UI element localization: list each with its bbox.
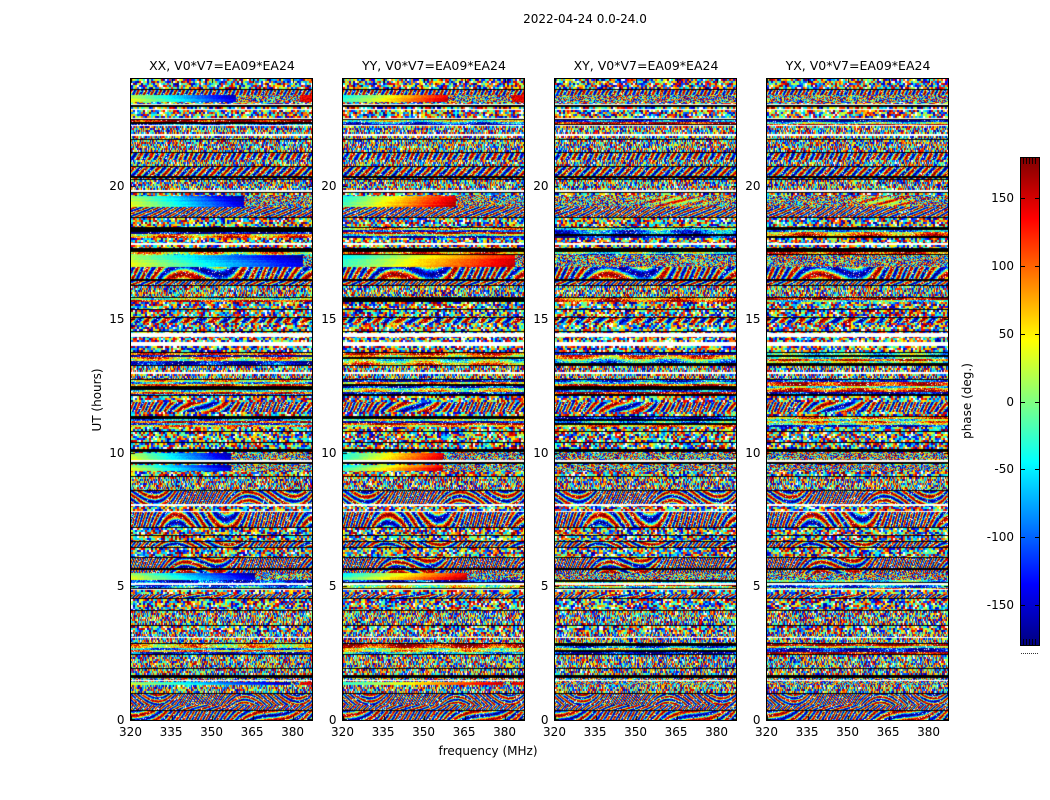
x-tick-label: 350 <box>412 725 435 739</box>
x-tick-label: 365 <box>452 725 476 739</box>
colorbar-tick-mark <box>1021 401 1025 403</box>
y-tick-label: 0 <box>328 713 337 727</box>
y-tick-label: 15 <box>745 312 761 327</box>
x-tick-label: 350 <box>200 725 223 739</box>
colorbar-tick-mark <box>1035 469 1039 471</box>
y-tick-label: 0 <box>540 713 549 727</box>
panel-title: YY, V0*V7=EA09*EA24 <box>362 58 506 73</box>
x-tick-label: 335 <box>583 725 607 739</box>
y-tick-label: 20 <box>109 178 125 193</box>
colorbar-tick-label: 100 <box>991 258 1014 273</box>
y-tick-label: 15 <box>109 312 125 327</box>
x-tick-label: 335 <box>159 725 183 739</box>
colorbar-tick-mark <box>1035 537 1039 539</box>
heatmap-canvas-YX <box>766 79 948 720</box>
y-tick-label: 20 <box>745 178 761 193</box>
x-tick-label: 380 <box>281 725 305 739</box>
panel-title: XY, V0*V7=EA09*EA24 <box>573 58 719 73</box>
heatmap-panel-YY: YY, V0*V7=EA09*EA24 <box>341 58 525 721</box>
heatmap-panel-XX: XX, V0*V7=EA09*EA24 <box>129 58 313 721</box>
colorbar-minor-ticks-top <box>1023 158 1037 164</box>
colorbar-tick-label: -50 <box>994 462 1014 477</box>
y-tick-label: 15 <box>533 312 549 327</box>
heatmap-panel-XY: XY, V0*V7=EA09*EA24 <box>553 58 737 721</box>
x-tick-label: 350 <box>624 725 647 739</box>
colorbar-minor-ticks-bottom <box>1023 639 1037 645</box>
panel-title: XX, V0*V7=EA09*EA24 <box>149 58 295 73</box>
y-tick-label: 20 <box>533 178 549 193</box>
colorbar-tick-label: 150 <box>991 190 1014 205</box>
colorbar-tick-mark <box>1035 605 1039 607</box>
colorbar-label: phase (deg.) <box>960 363 974 439</box>
panel-title: YX, V0*V7=EA09*EA24 <box>785 58 931 73</box>
colorbar-tick-mark <box>1021 537 1025 539</box>
colorbar-tick-mark <box>1035 401 1039 403</box>
y-tick-label: 10 <box>321 445 337 460</box>
x-tick-label: 365 <box>664 725 688 739</box>
y-tick-label: 0 <box>116 713 125 727</box>
colorbar-tick-mark <box>1035 197 1039 199</box>
y-tick-label: 20 <box>321 178 337 193</box>
y-axis-label: UT (hours) <box>90 368 104 432</box>
x-tick-label: 320 <box>119 725 142 739</box>
x-tick-label: 335 <box>371 725 395 739</box>
colorbar-tick-mark <box>1021 333 1025 335</box>
colorbar-tick-label: 50 <box>998 326 1014 341</box>
colorbar-tick-label: 0 <box>1006 394 1014 409</box>
y-tick-label: 10 <box>533 445 549 460</box>
colorbar-tick-label: -100 <box>986 530 1014 545</box>
colorbar-underline-dots <box>1021 653 1038 655</box>
colorbar-tick-mark <box>1035 333 1039 335</box>
y-tick-label: 5 <box>752 579 761 594</box>
x-tick-label: 380 <box>917 725 941 739</box>
colorbar <box>1020 157 1040 646</box>
colorbar-tick-mark <box>1021 469 1025 471</box>
figure-title: 2022-04-24 0.0-24.0 <box>523 12 647 26</box>
y-tick-label: 10 <box>745 445 761 460</box>
x-tick-label: 380 <box>705 725 729 739</box>
x-tick-label: 380 <box>493 725 517 739</box>
heatmap-canvas-XX <box>130 79 312 720</box>
heatmap-canvas-YY <box>342 79 524 720</box>
x-tick-label: 365 <box>240 725 264 739</box>
x-tick-label: 320 <box>755 725 778 739</box>
colorbar-tick-mark <box>1021 605 1025 607</box>
colorbar-tick-label: -150 <box>986 598 1014 613</box>
y-tick-label: 5 <box>540 579 549 594</box>
x-tick-label: 365 <box>876 725 900 739</box>
colorbar-tick-mark <box>1021 265 1025 267</box>
colorbar-tick-mark <box>1021 197 1025 199</box>
x-tick-label: 320 <box>331 725 354 739</box>
x-tick-label: 350 <box>836 725 859 739</box>
y-tick-label: 15 <box>321 312 337 327</box>
y-tick-label: 10 <box>109 445 125 460</box>
y-tick-label: 0 <box>752 713 761 727</box>
colorbar-tick-mark <box>1035 265 1039 267</box>
y-tick-label: 5 <box>116 579 125 594</box>
x-tick-label: 320 <box>543 725 566 739</box>
x-axis-label: frequency (MHz) <box>438 744 538 758</box>
y-tick-label: 5 <box>328 579 337 594</box>
x-tick-label: 335 <box>795 725 819 739</box>
heatmap-panel-YX: YX, V0*V7=EA09*EA24 <box>765 58 949 721</box>
colorbar-gradient <box>1021 158 1039 645</box>
heatmap-canvas-XY <box>554 79 736 720</box>
